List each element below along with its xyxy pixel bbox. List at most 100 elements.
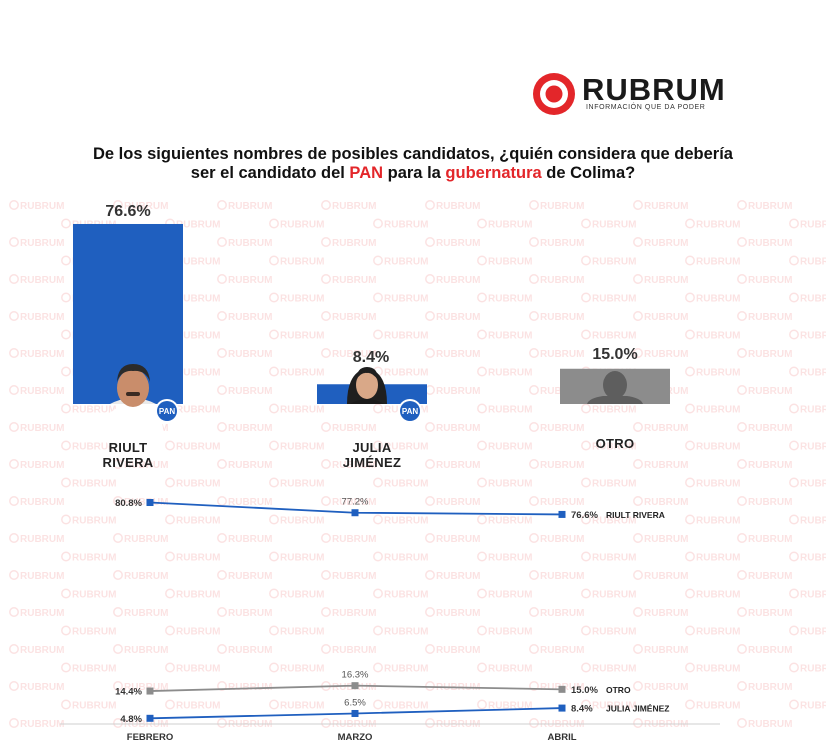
watermark-logo-icon — [9, 422, 19, 432]
watermark-word: RUBRUM — [228, 349, 272, 360]
watermark-logo-icon — [789, 588, 799, 599]
watermark-word: RUBRUM — [748, 497, 792, 508]
watermark-tile: RUBRUM — [9, 496, 64, 508]
watermark-tile: RUBRUM — [373, 218, 428, 231]
watermark-word: RUBRUM — [592, 553, 636, 564]
watermark-tile: RUBRUM — [633, 311, 688, 323]
watermark-tile: RUBRUM — [217, 607, 272, 619]
watermark-word: RUBRUM — [696, 590, 740, 601]
watermark-logo-icon — [633, 200, 643, 210]
watermark-word: RUBRUM — [332, 423, 376, 434]
watermark-logo-icon — [581, 403, 591, 414]
watermark-word: RUBRUM — [228, 571, 272, 582]
watermark-tile: RUBRUM — [9, 348, 64, 360]
question-text-b: para la — [383, 164, 446, 182]
watermark-tile: RUBRUM — [477, 255, 532, 268]
watermark-word: RUBRUM — [280, 220, 324, 231]
watermark-tile: RUBRUM — [373, 551, 428, 564]
watermark-logo-icon — [373, 218, 383, 229]
watermark-word: RUBRUM — [748, 608, 792, 619]
watermark-tile: RUBRUM — [685, 514, 740, 527]
watermark-logo-icon — [789, 403, 799, 414]
candidate-label-julia-line1: JULIA — [352, 440, 392, 455]
watermark-word: RUBRUM — [800, 590, 826, 601]
watermark-logo-icon — [373, 477, 383, 488]
watermark-tile: RUBRUM — [581, 551, 636, 564]
watermark-tile: RUBRUM — [269, 477, 324, 490]
watermark-word: RUBRUM — [488, 405, 532, 416]
watermark-tile: RUBRUM — [217, 274, 272, 286]
watermark-logo-icon — [529, 385, 539, 395]
watermark-logo-icon — [9, 644, 19, 654]
watermark-tile: RUBRUM — [633, 681, 688, 693]
watermark-logo-icon — [529, 607, 539, 617]
watermark-tile: RUBRUM — [581, 588, 636, 601]
portrait-top — [350, 399, 384, 404]
watermark-logo-icon — [9, 533, 19, 543]
watermark-logo-icon — [581, 551, 591, 562]
watermark-logo-icon — [217, 311, 227, 321]
watermark-logo-icon — [789, 662, 799, 673]
watermark-word: RUBRUM — [488, 627, 532, 638]
watermark-word: RUBRUM — [696, 405, 740, 416]
watermark-logo-icon — [737, 200, 747, 210]
watermark-word: RUBRUM — [488, 442, 532, 453]
watermark-word: RUBRUM — [644, 534, 688, 545]
watermark-logo-icon — [425, 237, 435, 247]
watermark-tile: RUBRUM — [789, 588, 826, 601]
watermark-tile: RUBRUM — [529, 311, 584, 323]
watermark-tile: RUBRUM — [373, 588, 428, 601]
watermark-word: RUBRUM — [644, 645, 688, 656]
watermark-word: RUBRUM — [696, 627, 740, 638]
watermark-word: RUBRUM — [540, 645, 584, 656]
watermark-logo-icon — [633, 422, 643, 432]
watermark-logo-icon — [529, 718, 539, 728]
watermark-logo-icon — [633, 533, 643, 543]
watermark-logo-icon — [165, 625, 175, 636]
watermark-word: RUBRUM — [228, 275, 272, 286]
watermark-word: RUBRUM — [696, 701, 740, 712]
watermark-tile: RUBRUM — [477, 292, 532, 305]
watermark-tile: RUBRUM — [269, 662, 324, 675]
rubrum-logo: RUBRUM INFORMACIÓN QUE DA PODER — [530, 70, 740, 120]
watermark-logo-icon — [477, 255, 487, 266]
watermark-logo-icon — [165, 440, 175, 451]
rubrum-logo-icon — [533, 73, 575, 115]
watermark-word: RUBRUM — [20, 645, 64, 656]
watermark-tile: RUBRUM — [321, 533, 376, 545]
watermark-tile: RUBRUM — [633, 607, 688, 619]
pan-badge-julia: PAN — [398, 399, 422, 423]
question-highlight-pan: PAN — [349, 164, 384, 182]
watermark-word: RUBRUM — [384, 442, 428, 453]
watermark-tile: RUBRUM — [373, 329, 428, 342]
watermark-tile: RUBRUM — [685, 588, 740, 601]
watermark-word: RUBRUM — [20, 719, 64, 730]
watermark-logo-icon — [581, 699, 591, 710]
watermark-tile: RUBRUM — [477, 625, 532, 638]
watermark-logo-icon — [9, 570, 19, 580]
watermark-word: RUBRUM — [696, 516, 740, 527]
watermark-tile: RUBRUM — [165, 477, 220, 490]
watermark-logo-icon — [61, 588, 71, 599]
watermark-word: RUBRUM — [800, 405, 826, 416]
watermark-tile: RUBRUM — [373, 292, 428, 305]
series-1-point-3 — [558, 510, 566, 518]
watermark-word: RUBRUM — [332, 201, 376, 212]
watermark-logo-icon — [737, 459, 747, 469]
watermark-word: RUBRUM — [72, 442, 116, 453]
watermark-logo-icon — [789, 329, 799, 340]
watermark-word: RUBRUM — [332, 349, 376, 360]
watermark-tile: RUBRUM — [61, 403, 116, 416]
watermark-word: RUBRUM — [124, 608, 168, 619]
watermark-tile: RUBRUM — [113, 200, 168, 212]
watermark-logo-icon — [217, 385, 227, 395]
watermark-word: RUBRUM — [72, 701, 116, 712]
watermark-logo-icon — [269, 662, 279, 673]
watermark-tile: RUBRUM — [61, 662, 116, 675]
watermark-word: RUBRUM — [644, 423, 688, 434]
watermark-logo-icon — [217, 200, 227, 210]
series-3-label-2: 6.5% — [344, 697, 366, 708]
watermark-tile: RUBRUM — [529, 607, 584, 619]
bar-value-otro: 15.0% — [592, 346, 638, 363]
watermark-logo-icon — [581, 477, 591, 488]
